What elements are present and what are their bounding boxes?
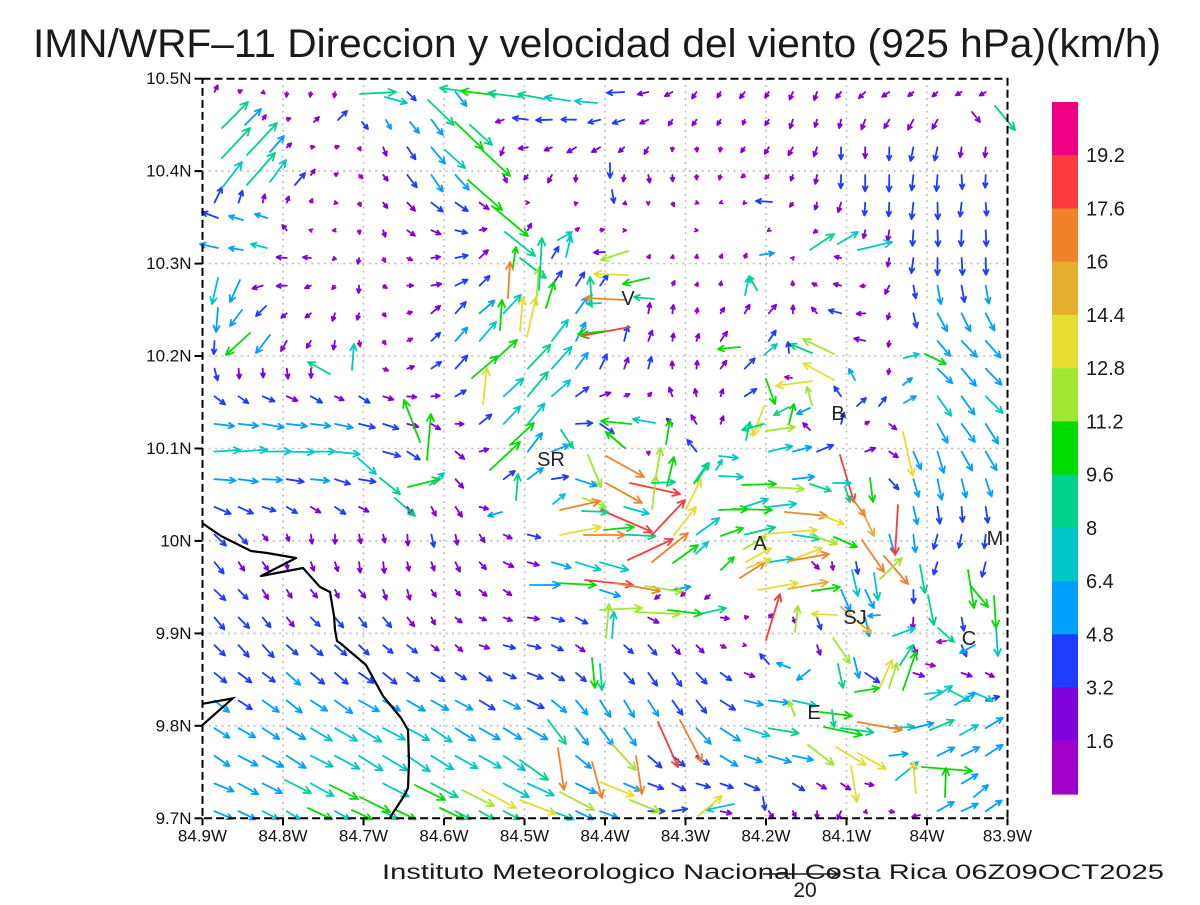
svg-text:17.6: 17.6 xyxy=(1086,199,1125,221)
svg-text:11.2: 11.2 xyxy=(1086,411,1123,433)
svg-text:84.3W: 84.3W xyxy=(661,826,710,845)
svg-text:9.6: 9.6 xyxy=(1086,465,1114,487)
svg-text:M: M xyxy=(987,528,1004,550)
svg-text:A: A xyxy=(753,533,767,555)
svg-text:4.8: 4.8 xyxy=(1086,624,1114,646)
svg-text:SR: SR xyxy=(537,449,565,471)
svg-text:84W: 84W xyxy=(910,826,945,845)
svg-text:84.2W: 84.2W xyxy=(741,826,790,845)
svg-text:83.9W: 83.9W xyxy=(983,826,1032,845)
svg-text:20: 20 xyxy=(793,879,816,900)
svg-text:9.7N: 9.7N xyxy=(156,809,192,828)
svg-text:6.4: 6.4 xyxy=(1086,571,1114,593)
svg-text:B: B xyxy=(831,403,844,425)
svg-text:SJ: SJ xyxy=(843,607,866,629)
svg-text:10.3N: 10.3N xyxy=(146,254,191,273)
svg-text:16: 16 xyxy=(1086,252,1108,274)
svg-text:84.6W: 84.6W xyxy=(419,826,468,845)
svg-text:84.1W: 84.1W xyxy=(822,826,871,845)
svg-text:10N: 10N xyxy=(160,531,191,550)
svg-text:8: 8 xyxy=(1086,518,1097,540)
svg-text:84.9W: 84.9W xyxy=(178,826,227,845)
svg-text:12.8: 12.8 xyxy=(1086,358,1125,380)
svg-text:IMN/WRF–11 Direccion y velocid: IMN/WRF–11 Direccion y velocidad del vie… xyxy=(33,22,1161,66)
svg-text:84.4W: 84.4W xyxy=(580,826,629,845)
svg-text:1.6: 1.6 xyxy=(1086,731,1114,753)
svg-text:10.1N: 10.1N xyxy=(146,439,191,458)
svg-text:9.9N: 9.9N xyxy=(156,624,192,643)
svg-text:V: V xyxy=(621,288,635,310)
svg-text:19.2: 19.2 xyxy=(1086,145,1125,167)
svg-text:84.7W: 84.7W xyxy=(339,826,388,845)
svg-text:Instituto Meteorologico Nacion: Instituto Meteorologico Nacional Costa R… xyxy=(382,861,1164,884)
svg-text:3.2: 3.2 xyxy=(1086,678,1114,700)
svg-text:10.5N: 10.5N xyxy=(146,69,191,88)
svg-text:C: C xyxy=(962,628,976,650)
svg-text:E: E xyxy=(807,702,820,724)
svg-text:84.8W: 84.8W xyxy=(258,826,307,845)
svg-text:14.4: 14.4 xyxy=(1086,305,1125,327)
svg-text:10.2N: 10.2N xyxy=(146,347,191,366)
svg-text:10.4N: 10.4N xyxy=(146,162,191,181)
svg-text:9.8N: 9.8N xyxy=(156,716,192,735)
svg-text:84.5W: 84.5W xyxy=(500,826,549,845)
